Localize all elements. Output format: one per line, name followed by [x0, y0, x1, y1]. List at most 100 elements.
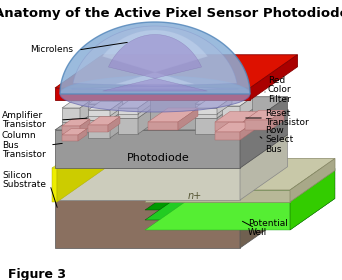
Polygon shape: [215, 122, 243, 131]
Polygon shape: [222, 106, 240, 118]
Text: Amplifier
Transistor: Amplifier Transistor: [2, 111, 46, 129]
Polygon shape: [145, 190, 290, 202]
Text: Potential
Well: Potential Well: [248, 219, 288, 237]
Polygon shape: [245, 120, 270, 130]
Polygon shape: [55, 55, 298, 88]
Ellipse shape: [60, 76, 250, 112]
Polygon shape: [62, 108, 80, 122]
Polygon shape: [110, 101, 122, 116]
Polygon shape: [62, 126, 80, 134]
Polygon shape: [118, 99, 150, 108]
Text: Column
Bus
Transistor: Column Bus Transistor: [2, 131, 46, 159]
Polygon shape: [60, 22, 250, 94]
Polygon shape: [195, 118, 217, 134]
Polygon shape: [118, 109, 150, 118]
Polygon shape: [138, 109, 150, 134]
Polygon shape: [118, 108, 138, 114]
Polygon shape: [145, 188, 335, 220]
Polygon shape: [80, 101, 90, 122]
Polygon shape: [240, 135, 288, 200]
Polygon shape: [148, 108, 198, 122]
Polygon shape: [88, 116, 120, 125]
Polygon shape: [178, 108, 198, 130]
Polygon shape: [145, 199, 335, 230]
Polygon shape: [240, 122, 254, 140]
Polygon shape: [195, 94, 232, 104]
Polygon shape: [88, 110, 110, 116]
Polygon shape: [88, 111, 122, 120]
Polygon shape: [72, 26, 238, 89]
Polygon shape: [55, 167, 288, 200]
Polygon shape: [102, 30, 208, 84]
Polygon shape: [138, 99, 150, 114]
Polygon shape: [62, 119, 90, 126]
Polygon shape: [88, 101, 122, 110]
Polygon shape: [240, 109, 252, 132]
Polygon shape: [62, 101, 90, 108]
Polygon shape: [222, 109, 252, 118]
Text: Anatomy of the Active Pixel Sensor Photodiode: Anatomy of the Active Pixel Sensor Photo…: [0, 7, 342, 20]
Polygon shape: [78, 129, 87, 141]
Text: Microlens: Microlens: [30, 45, 73, 55]
Polygon shape: [57, 135, 105, 202]
Polygon shape: [118, 118, 138, 134]
Polygon shape: [222, 118, 240, 132]
Polygon shape: [240, 97, 252, 118]
Polygon shape: [217, 108, 232, 134]
Polygon shape: [290, 158, 335, 202]
Polygon shape: [88, 104, 110, 120]
Text: Row
Select
Bus: Row Select Bus: [265, 126, 293, 154]
Polygon shape: [138, 95, 150, 118]
Text: Figure 3: Figure 3: [8, 268, 66, 280]
Polygon shape: [55, 168, 240, 200]
Polygon shape: [62, 135, 78, 141]
Polygon shape: [195, 108, 232, 118]
Polygon shape: [217, 94, 232, 118]
Polygon shape: [195, 104, 217, 118]
Polygon shape: [80, 119, 90, 134]
Polygon shape: [148, 122, 178, 130]
Text: n+: n+: [188, 191, 202, 201]
Polygon shape: [250, 55, 298, 100]
Polygon shape: [55, 200, 240, 248]
Polygon shape: [52, 168, 57, 202]
Polygon shape: [215, 132, 240, 140]
Polygon shape: [88, 125, 108, 132]
Text: Red
Color
Filter: Red Color Filter: [268, 76, 292, 104]
Polygon shape: [243, 111, 258, 131]
Polygon shape: [145, 179, 335, 210]
Polygon shape: [222, 97, 252, 106]
Text: Photodiode: Photodiode: [127, 153, 189, 163]
Polygon shape: [88, 95, 122, 104]
Polygon shape: [245, 110, 284, 120]
Polygon shape: [110, 111, 122, 138]
Polygon shape: [270, 110, 284, 130]
Text: Silicon
Substrate: Silicon Substrate: [2, 171, 46, 189]
Polygon shape: [118, 95, 150, 104]
Polygon shape: [195, 97, 232, 108]
Polygon shape: [217, 97, 232, 114]
Polygon shape: [55, 88, 250, 100]
Polygon shape: [145, 158, 335, 190]
Polygon shape: [110, 95, 122, 120]
Polygon shape: [52, 135, 105, 168]
Polygon shape: [108, 116, 120, 132]
Polygon shape: [88, 120, 110, 138]
Polygon shape: [62, 129, 87, 135]
Polygon shape: [55, 130, 240, 168]
Polygon shape: [215, 111, 258, 122]
Polygon shape: [62, 115, 90, 122]
Polygon shape: [215, 122, 254, 132]
Polygon shape: [195, 108, 217, 114]
Polygon shape: [145, 169, 335, 200]
Polygon shape: [55, 97, 288, 130]
Polygon shape: [103, 34, 207, 91]
Polygon shape: [55, 135, 288, 168]
Polygon shape: [290, 169, 335, 230]
Polygon shape: [240, 167, 288, 248]
Polygon shape: [118, 104, 138, 118]
Polygon shape: [80, 115, 90, 138]
Text: Reset
Transistor: Reset Transistor: [265, 109, 309, 127]
Polygon shape: [62, 122, 80, 138]
Polygon shape: [240, 97, 288, 168]
